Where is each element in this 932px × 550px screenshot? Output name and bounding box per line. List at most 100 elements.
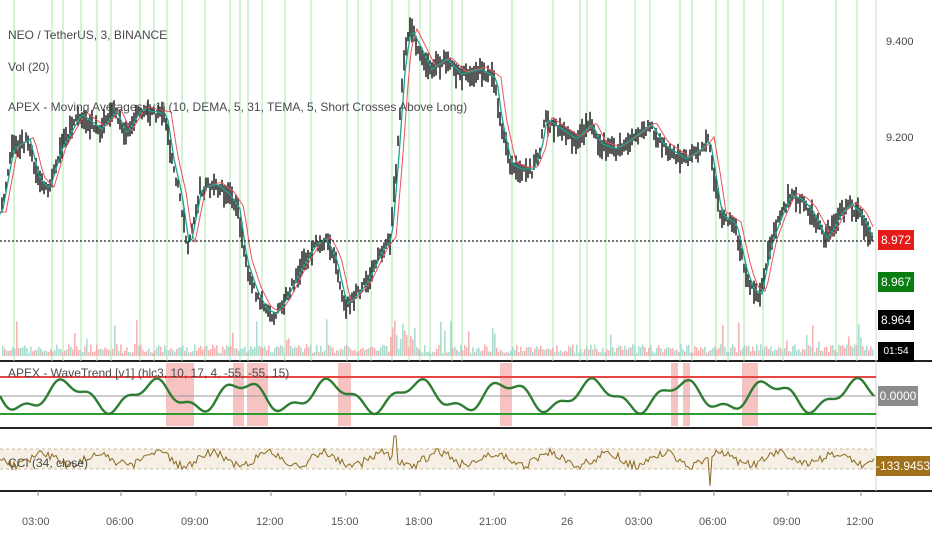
volume-bar bbox=[870, 346, 872, 356]
time-label-10: 06:00 bbox=[699, 516, 727, 528]
volume-bar bbox=[324, 350, 326, 356]
volume-bar bbox=[86, 338, 88, 356]
volume-bar bbox=[346, 345, 348, 356]
volume-bar bbox=[276, 346, 278, 356]
volume-bar bbox=[188, 352, 190, 356]
volume-bar bbox=[628, 347, 630, 356]
wavetrend-legend[interactable]: APEX - WaveTrend [v1] (hlc3, 10, 17, 4, … bbox=[8, 366, 290, 380]
volume-bar bbox=[864, 350, 866, 356]
volume-bar bbox=[592, 349, 594, 356]
volume-bar bbox=[548, 348, 550, 356]
apex-ma-legend[interactable]: APEX - Moving Averages [v1] (10, DEMA, 5… bbox=[8, 100, 468, 114]
volume-bar bbox=[328, 344, 330, 356]
volume-bar bbox=[568, 346, 570, 356]
volume-bar bbox=[616, 348, 618, 356]
volume-bar bbox=[470, 352, 472, 356]
volume-bar bbox=[374, 348, 376, 356]
volume-legend[interactable]: Vol (20) bbox=[8, 60, 50, 74]
volume-bar bbox=[404, 330, 406, 356]
volume-bar bbox=[104, 347, 106, 356]
volume-bar bbox=[686, 345, 688, 356]
volume-bar bbox=[294, 346, 296, 356]
volume-bar bbox=[422, 352, 424, 356]
volume-bar bbox=[192, 351, 194, 356]
volume-bar bbox=[762, 349, 764, 356]
volume-bar bbox=[602, 347, 604, 356]
volume-bar bbox=[108, 349, 110, 356]
volume-bar bbox=[48, 352, 50, 356]
wavetrend-line bbox=[0, 376, 875, 416]
volume-bar bbox=[582, 352, 584, 356]
volume-bar bbox=[408, 347, 410, 356]
volume-bar bbox=[726, 351, 728, 356]
volume-bar bbox=[4, 348, 6, 356]
volume-bar bbox=[622, 349, 624, 356]
volume-bar bbox=[142, 350, 144, 356]
volume-bar bbox=[560, 350, 562, 356]
volume-bar bbox=[764, 346, 766, 356]
volume-bar bbox=[290, 345, 292, 356]
volume-bar bbox=[356, 352, 358, 356]
time-label-9: 03:00 bbox=[625, 516, 653, 528]
volume-bar bbox=[182, 345, 184, 356]
wavetrend-zero-tag: 0.0000 bbox=[878, 386, 918, 406]
volume-bar bbox=[704, 346, 706, 356]
volume-bar bbox=[786, 340, 788, 356]
volume-bar bbox=[222, 346, 224, 356]
volume-bar bbox=[368, 348, 370, 356]
volume-bar bbox=[808, 345, 810, 356]
volume-bar bbox=[440, 321, 442, 356]
volume-bar bbox=[66, 349, 68, 356]
cci-legend[interactable]: CCI (34, close) bbox=[8, 456, 89, 470]
volume-bar bbox=[566, 351, 568, 356]
volume-bar bbox=[56, 344, 58, 356]
volume-bar bbox=[106, 348, 108, 356]
volume-bar bbox=[184, 350, 186, 356]
volume-bar bbox=[118, 351, 120, 356]
volume-bar bbox=[24, 345, 26, 356]
volume-bar bbox=[774, 349, 776, 356]
volume-bar bbox=[826, 346, 828, 356]
volume-bar bbox=[212, 344, 214, 356]
volume-bar bbox=[660, 348, 662, 356]
volume-bar bbox=[18, 348, 20, 356]
volume-bar bbox=[382, 344, 384, 356]
volume-bar bbox=[452, 348, 454, 356]
volume-bar bbox=[492, 328, 494, 356]
volume-bar bbox=[154, 350, 156, 356]
volume-bar bbox=[572, 344, 574, 356]
volume-bar bbox=[510, 350, 512, 356]
volume-bar bbox=[122, 352, 124, 356]
volume-bar bbox=[178, 347, 180, 356]
volume-bar bbox=[744, 345, 746, 356]
cci-value-tag: -133.9453 bbox=[876, 456, 930, 476]
volume-bar bbox=[174, 351, 176, 356]
volume-bar bbox=[126, 347, 128, 356]
volume-bar bbox=[802, 348, 804, 356]
volume-bar bbox=[110, 351, 112, 356]
volume-bar bbox=[228, 346, 230, 356]
volume-bar bbox=[520, 346, 522, 356]
volume-bar bbox=[30, 346, 32, 356]
volume-bar bbox=[302, 352, 304, 356]
volume-bar bbox=[278, 347, 280, 356]
volume-bar bbox=[314, 352, 316, 356]
volume-bar bbox=[768, 349, 770, 356]
price-tag-close: 8.964 bbox=[878, 310, 914, 330]
volume-bar bbox=[232, 332, 234, 356]
volume-bar bbox=[662, 352, 664, 356]
volume-bar bbox=[812, 325, 814, 356]
volume-bar bbox=[322, 352, 324, 356]
volume-bar bbox=[666, 347, 668, 356]
volume-bar bbox=[186, 347, 188, 356]
symbol-legend[interactable]: NEO / TetherUS, 3, BINANCE bbox=[8, 28, 168, 42]
volume-bar bbox=[750, 351, 752, 356]
volume-bar bbox=[672, 348, 674, 356]
volume-bar bbox=[668, 347, 670, 356]
volume-bar bbox=[260, 347, 262, 356]
volume-bar bbox=[112, 348, 114, 356]
volume-bar bbox=[856, 344, 858, 356]
volume-bar bbox=[442, 353, 444, 356]
